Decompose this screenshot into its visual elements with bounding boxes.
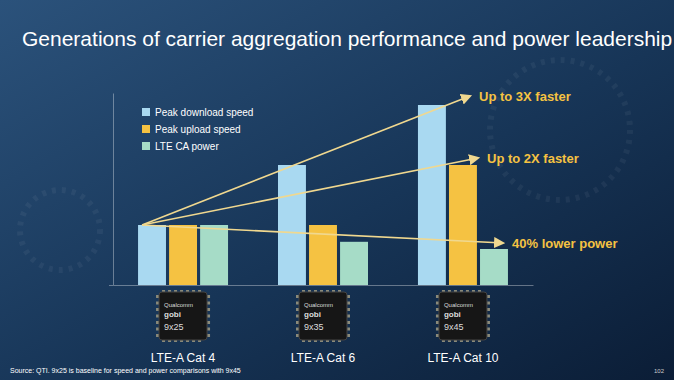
- tick-label: LTE-A Cat 6: [291, 351, 356, 365]
- bar: [169, 225, 197, 285]
- annotation: Up to 2X faster: [487, 151, 579, 166]
- tick: LTE-A Cat 4: [151, 285, 216, 365]
- chart: Generations of carrier aggregation perfo…: [0, 0, 674, 380]
- annotation: 40% lower power: [512, 236, 617, 251]
- legend-swatch: [142, 125, 150, 133]
- tick-label: LTE-A Cat 10: [427, 351, 498, 365]
- chip-product: gobi: [164, 310, 181, 319]
- chip-brand: Qualcomm: [164, 302, 193, 308]
- title: Generations of carrier aggregation perfo…: [22, 27, 672, 50]
- chip-model: 9x35: [304, 322, 324, 332]
- axis-line: [114, 285, 534, 286]
- axis-line: [113, 94, 114, 286]
- y-axis: [109, 94, 114, 286]
- chip-model: 9x25: [164, 322, 184, 332]
- tick: LTE-A Cat 10: [427, 285, 498, 365]
- legend-swatch: [142, 142, 150, 150]
- source-note: Source: QTI. 9x25 is baseline for speed …: [10, 367, 241, 375]
- bars: [138, 105, 508, 285]
- page-number: 102: [654, 368, 665, 374]
- annotation: Up to 3X faster: [479, 89, 571, 104]
- chip-body: [159, 292, 207, 340]
- chip-body: [439, 292, 487, 340]
- decoration: [20, 190, 100, 270]
- legend: Peak download speed Peak upload speed LTE …: [142, 107, 253, 152]
- bar: [418, 105, 446, 285]
- chip-body: [299, 292, 347, 340]
- bar: [200, 225, 228, 285]
- tick: [109, 285, 113, 286]
- tick-label: LTE-A Cat 4: [151, 351, 216, 365]
- chip: Qualcomm gobi 9x25: [156, 290, 210, 342]
- chip: Qualcomm gobi 9x35: [296, 290, 350, 342]
- bar: [340, 242, 368, 285]
- annotation-arrow: [142, 225, 503, 243]
- legend-label: LTE CA power: [155, 141, 219, 152]
- background: [0, 0, 674, 380]
- legend-label: Peak download speed: [155, 107, 253, 118]
- legend-item: LTE CA power: [142, 141, 219, 152]
- tick: LTE-A Cat 6: [291, 285, 356, 365]
- bar: [449, 165, 477, 285]
- legend-label: Peak upload speed: [155, 124, 241, 135]
- bar: [480, 249, 508, 285]
- decoration: [490, 60, 630, 200]
- legend-item: Peak download speed: [142, 107, 253, 118]
- chip-brand: Qualcomm: [304, 302, 333, 308]
- chip-model: 9x45: [444, 322, 464, 332]
- legend-swatch: [142, 108, 150, 116]
- annotation-arrow: [142, 158, 478, 225]
- chip-product: gobi: [304, 310, 321, 319]
- annotation-arrow: [142, 96, 470, 225]
- bar: [138, 225, 166, 285]
- chip-product: gobi: [444, 310, 461, 319]
- chip: Qualcomm gobi 9x45: [436, 290, 490, 342]
- chip-brand: Qualcomm: [444, 302, 473, 308]
- x-axis: LTE-A Cat 4 LTE-A Cat 6 LTE-A Cat 10: [114, 285, 534, 365]
- tick-mark: [109, 285, 113, 286]
- bar: [278, 165, 306, 285]
- legend-item: Peak upload speed: [142, 124, 241, 135]
